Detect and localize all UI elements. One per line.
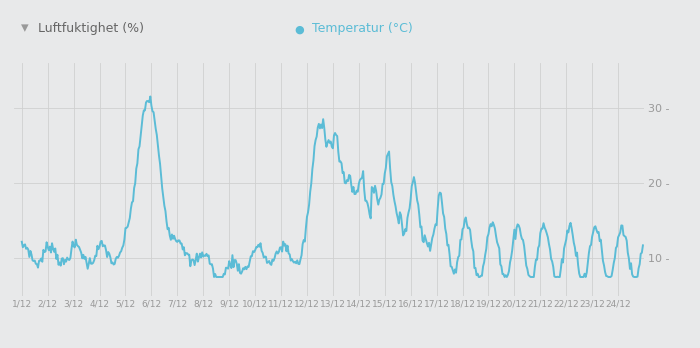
Text: ▾: ▾ [21, 20, 29, 35]
Text: ●: ● [294, 25, 304, 35]
Text: Luftfuktighet (%): Luftfuktighet (%) [38, 22, 144, 35]
Text: Temperatur (°C): Temperatur (°C) [312, 22, 412, 35]
